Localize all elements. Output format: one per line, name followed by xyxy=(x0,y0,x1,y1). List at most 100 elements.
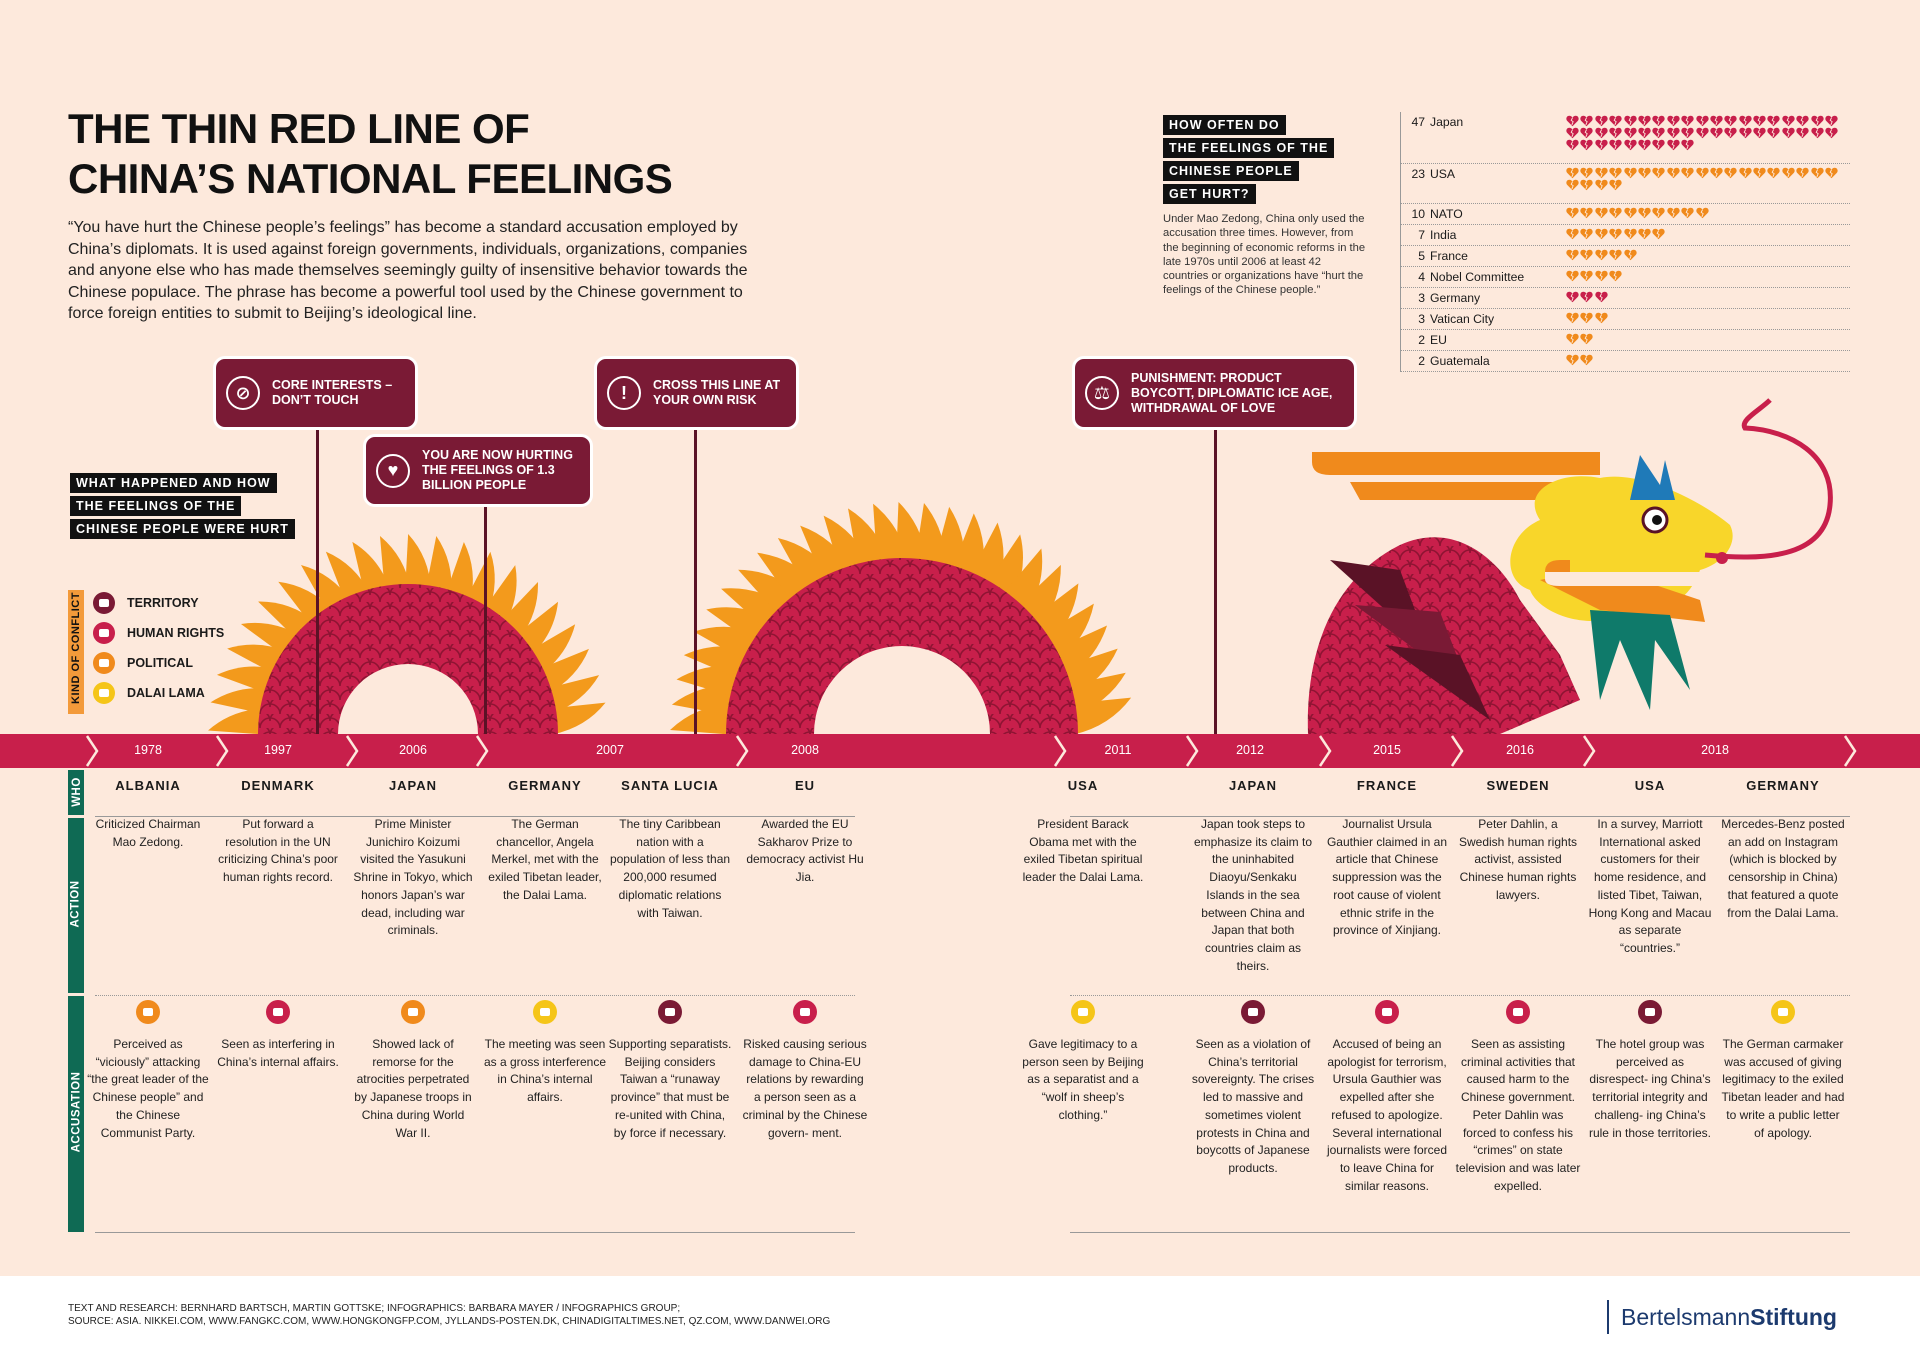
legend-label: DALAI LAMA xyxy=(127,686,205,700)
broken-heart-icon xyxy=(1811,127,1825,139)
broken-heart-icon xyxy=(1623,207,1638,219)
broken-heart-icon xyxy=(1580,291,1594,303)
dragon-beard xyxy=(1590,610,1690,710)
broken-heart-icon xyxy=(1724,115,1738,127)
broken-heart-icon xyxy=(1595,312,1609,324)
timeline-year: 2015 xyxy=(1373,743,1401,757)
broken-heart-icon xyxy=(1580,333,1594,345)
broken-heart-icon xyxy=(1566,291,1580,303)
scales-icon: ⚖ xyxy=(1085,376,1119,410)
broken-heart-icon xyxy=(1724,127,1738,139)
broken-heart-icon xyxy=(1739,127,1753,139)
conflict-kind-icon xyxy=(93,682,115,704)
conflict-kind-icon xyxy=(93,592,115,614)
broken-heart-icon xyxy=(1580,228,1594,240)
conflict-kind-icon xyxy=(93,652,115,674)
broken-heart-icon xyxy=(1695,115,1710,127)
event-accusation: Supporting separatists. Beijing consider… xyxy=(608,1037,732,1140)
ranking-row: 3 Germany xyxy=(1401,288,1850,309)
broken-heart-icon xyxy=(1566,127,1580,139)
event-accusation: The hotel group was perceived as disresp… xyxy=(1588,1037,1712,1140)
broken-heart-icon xyxy=(1623,167,1638,179)
event-column: SANTA LUCIA The tiny Caribbean nation wit… xyxy=(607,778,733,1142)
broken-heart-icon xyxy=(1796,115,1810,127)
box-hurting-text: YOU ARE NOW HURTING THE FEELINGS OF 1.3 … xyxy=(422,448,573,492)
timeline-year: 2006 xyxy=(399,743,427,757)
broken-heart-icon xyxy=(1580,207,1594,219)
how-often-line-3: CHINESE PEOPLE xyxy=(1163,161,1299,181)
ranking-count: 5 xyxy=(1418,249,1425,263)
broken-heart-icon xyxy=(1753,127,1767,139)
broken-heart-icon xyxy=(1609,270,1623,282)
dragon-spikes-front xyxy=(208,534,606,735)
broken-heart-icon xyxy=(1623,115,1638,127)
table-divider xyxy=(95,1232,855,1233)
ranking-row: 2 Guatemala xyxy=(1401,351,1850,372)
broken-heart-icon xyxy=(1652,139,1666,151)
broken-heart-icon xyxy=(1796,127,1810,139)
ranking-name: NATO xyxy=(1430,207,1463,221)
credits: TEXT AND RESEARCH: BERNHARD BARTSCH, MAR… xyxy=(68,1302,1028,1328)
broken-heart-icon xyxy=(1595,167,1609,179)
broken-heart-icon xyxy=(1580,179,1594,191)
event-accusation: The meeting was seen as a gross interfer… xyxy=(483,1037,607,1105)
broken-heart-icon xyxy=(1609,167,1623,179)
broken-heart-icon xyxy=(1638,207,1652,219)
event-column: FRANCE Journalist Ursula Gauthier claimed… xyxy=(1324,778,1450,1195)
conflict-kind-icon xyxy=(658,1000,682,1024)
conflict-kind-icon xyxy=(266,1000,290,1024)
broken-heart-icon xyxy=(1681,127,1695,139)
broken-heart-icon xyxy=(1595,115,1609,127)
broken-heart-icon xyxy=(1566,270,1580,282)
event-action: In a survey, Marriott International aske… xyxy=(1588,817,1712,955)
broken-heart-icon: ♥ xyxy=(376,453,410,488)
broken-heart-icon xyxy=(1609,127,1623,139)
event-action: The German chancellor, Angela Merkel, me… xyxy=(488,817,602,902)
broken-heart-icon xyxy=(1796,167,1810,179)
broken-heart-icon xyxy=(1580,270,1594,282)
timeline-chevron xyxy=(345,735,359,767)
broken-heart-icon xyxy=(1681,139,1695,151)
timeline-chevron xyxy=(475,735,489,767)
how-often-line-1: HOW OFTEN DO xyxy=(1163,115,1286,135)
footer xyxy=(0,1276,1920,1358)
dragon-illustration xyxy=(208,398,1833,735)
timeline-chevron xyxy=(1185,735,1199,767)
broken-heart-icon xyxy=(1710,167,1724,179)
broken-heart-icon xyxy=(1566,115,1580,127)
broken-heart-icon xyxy=(1638,127,1652,139)
table-divider xyxy=(1070,816,1850,817)
event-action: Awarded the EU Sakharov Prize to democra… xyxy=(746,817,864,885)
event-action: Mercedes-Benz posted an add on Instagram… xyxy=(1721,817,1845,920)
conflict-kind-icon xyxy=(401,1000,425,1024)
broken-heart-icon xyxy=(1695,207,1710,219)
broken-heart-icon xyxy=(1695,167,1710,179)
ranking-count: 10 xyxy=(1411,207,1425,221)
table-divider xyxy=(1070,1232,1850,1233)
ranking-name: Japan xyxy=(1430,115,1464,129)
broken-heart-icon xyxy=(1753,115,1767,127)
legend-label: POLITICAL xyxy=(127,656,193,670)
box-hurting-feelings: ♥ YOU ARE NOW HURTING THE FEELINGS OF 1.… xyxy=(363,434,593,507)
ranking-count: 47 xyxy=(1411,115,1425,129)
broken-heart-icon xyxy=(1566,333,1580,345)
ranking-count: 2 xyxy=(1418,333,1425,347)
broken-heart-icon xyxy=(1580,127,1594,139)
broken-heart-icon xyxy=(1623,139,1638,151)
box-core-text: CORE INTERESTS – DON’T TOUCH xyxy=(272,378,393,407)
ranking-hearts xyxy=(1566,333,1850,345)
broken-heart-icon xyxy=(1825,127,1839,139)
broken-heart-icon xyxy=(1811,167,1825,179)
broken-heart-icon xyxy=(1595,228,1609,240)
legend-item: HUMAN RIGHTS xyxy=(93,622,224,644)
conflict-kind-icon xyxy=(1638,1000,1662,1024)
conflict-kind-icon xyxy=(793,1000,817,1024)
broken-heart-icon xyxy=(1825,167,1839,179)
event-column: SWEDEN Peter Dahlin, a Swedish human righ… xyxy=(1455,778,1581,1195)
timeline-year: 2007 xyxy=(596,743,624,757)
timeline-year: 2018 xyxy=(1701,743,1729,757)
ranking-hearts xyxy=(1566,291,1850,303)
dragon-hump-1 xyxy=(258,584,558,734)
event-action: Japan took steps to emphasize its claim … xyxy=(1193,817,1313,973)
broken-heart-icon xyxy=(1652,127,1666,139)
